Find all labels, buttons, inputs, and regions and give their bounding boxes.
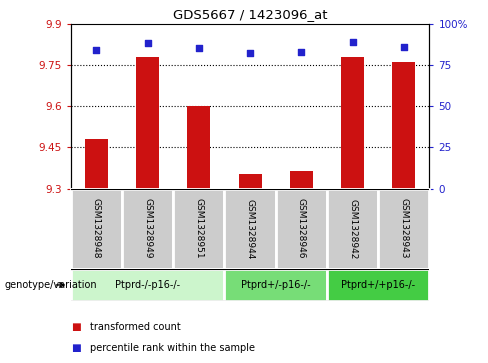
Text: Ptprd-/-p16-/-: Ptprd-/-p16-/- [115, 280, 180, 290]
Bar [392, 62, 415, 189]
Text: GSM1328949: GSM1328949 [143, 199, 152, 259]
Bar [136, 57, 159, 189]
Text: GSM1328946: GSM1328946 [297, 199, 306, 259]
Point [298, 49, 305, 54]
Point [400, 44, 408, 50]
Bar [173, 189, 224, 269]
Bar [71, 189, 122, 269]
Bar [122, 189, 173, 269]
Text: ■: ■ [71, 343, 81, 354]
Bar [85, 139, 108, 189]
Text: transformed count: transformed count [90, 322, 181, 332]
Text: GSM1328943: GSM1328943 [399, 199, 408, 259]
Bar [187, 106, 210, 189]
Bar [224, 269, 327, 301]
Text: Ptprd+/+p16-/-: Ptprd+/+p16-/- [341, 280, 415, 290]
Text: GSM1328942: GSM1328942 [348, 199, 357, 259]
Bar [290, 171, 313, 189]
Text: percentile rank within the sample: percentile rank within the sample [90, 343, 255, 354]
Bar [327, 269, 429, 301]
Text: GSM1328948: GSM1328948 [92, 199, 101, 259]
Bar [341, 57, 364, 189]
Title: GDS5667 / 1423096_at: GDS5667 / 1423096_at [173, 8, 327, 21]
Bar [71, 269, 224, 301]
Bar [224, 189, 276, 269]
Text: GSM1328951: GSM1328951 [194, 198, 203, 259]
Bar [327, 189, 378, 269]
Point [93, 47, 101, 53]
Point [349, 39, 357, 45]
Bar [378, 189, 429, 269]
Text: ■: ■ [71, 322, 81, 332]
Bar [276, 189, 327, 269]
Point [195, 45, 203, 51]
Point [144, 41, 152, 46]
Text: Ptprd+/-p16-/-: Ptprd+/-p16-/- [241, 280, 310, 290]
Point [246, 50, 254, 56]
Bar [239, 174, 262, 189]
Text: genotype/variation: genotype/variation [5, 280, 98, 290]
Text: GSM1328944: GSM1328944 [245, 199, 255, 259]
